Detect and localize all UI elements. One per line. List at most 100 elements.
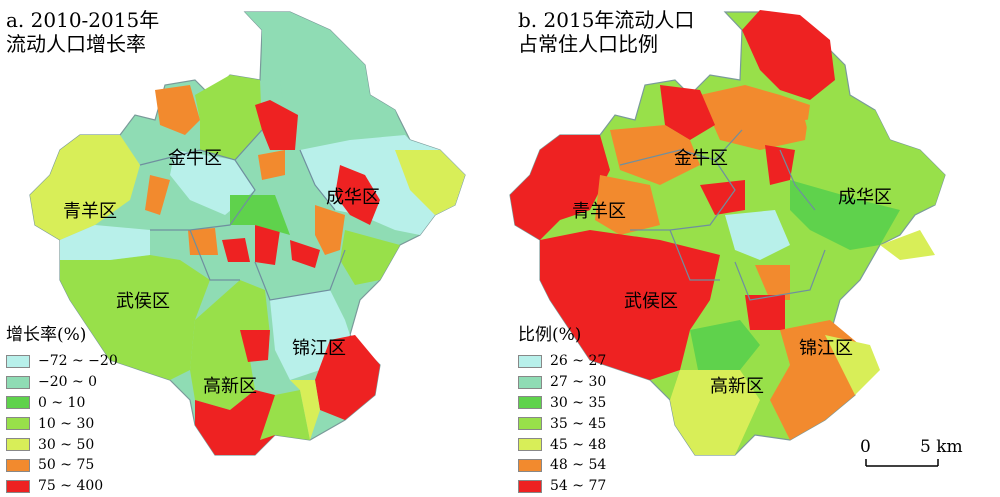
map-a-region-orange-east [315,205,345,255]
map-a-region-gaoxin-south-green [260,390,310,440]
map-a-legend-rows: −72 ~ −20 −20 ~ 0 0 ~ 10 10 ~ 30 30 ~ 50 50 ~… [6,351,118,497]
map-b-legend-item: 30 ~ 35 [518,393,606,414]
map-a-legend-label: 50 ~ 75 [38,457,95,474]
map-b-region-jinniu-red2 [765,145,795,185]
map-a [29,11,466,456]
map-a-legend-swatch [6,438,30,452]
map-a-region-center-red3 [290,240,320,268]
map-a-legend-swatch [6,354,30,368]
map-b-legend-item: 45 ~ 48 [518,434,606,455]
map-a-title-line1: a. 2010-2015年 [6,8,160,32]
map-a-legend-label: 0 ~ 10 [38,394,86,411]
map-b-region-center-orange [755,265,790,300]
map-b-legend-label: 45 ~ 48 [550,436,607,453]
map-a-region-jinniu-orange2 [258,150,285,180]
map-a-legend-label: 30 ~ 50 [38,436,95,453]
map-a-legend-item: −72 ~ −20 [6,351,118,372]
map-a-legend-swatch [6,458,30,472]
map-b-region-east-light [790,180,900,250]
map-a-region-qingyang-yellow [30,135,140,240]
map-b-region-north-red [742,10,835,100]
map-b-label-gaoxin: 高新区 [710,376,764,397]
map-a-legend-title: 增长率(%) [6,325,87,345]
map-b-district-boundaries [619,129,826,301]
map-a-title: a. 2010-2015年 流动人口增长率 [6,8,159,56]
map-b-region-wuhou-red [540,230,720,380]
map-a-region-east-yellow [395,150,465,215]
map-b-legend-swatch [518,375,542,389]
map-b-title-line2: 占常住人口比例 [518,32,658,56]
map-a-legend-label: 75 ~ 400 [38,478,104,495]
map-a-label-jinniu: 金牛区 [168,148,222,169]
map-a-region-gaoxin [190,280,270,410]
map-a-label-wuhou: 武侯区 [116,291,170,312]
map-b-region-gaoxin-green [690,320,760,380]
map-a-region-jinniu-green [195,75,262,160]
map-a-region-center-red2 [255,225,280,265]
map-b-legend-item: 54 ~ 77 [518,476,606,497]
map-a-label-gaoxin: 高新区 [203,376,257,397]
map-a-legend-swatch [6,375,30,389]
map-a-legend-item: 50 ~ 75 [6,455,118,476]
map-a-region-jinniu-orange [155,85,200,135]
map-b-region-north-orange [700,85,810,150]
map-b-region-jinniu-orange [610,125,700,185]
map-a-title-line2: 流动人口增长率 [6,32,146,56]
map-a-region-center-red1 [222,238,250,262]
map-b-region-qingyang-orange [595,175,660,235]
map-a-label-qingyang: 青羊区 [63,201,117,222]
map-b-title: b. 2015年流动人口 占常住人口比例 [518,8,694,56]
map-b-legend-item: 27 ~ 30 [518,372,606,393]
map-b-legend-item: 48 ~ 54 [518,455,606,476]
map-a-legend-label: −20 ~ 0 [38,374,98,391]
map-a-region-qingyang-orange [145,175,170,215]
scale-bar-end-label: 5 km [920,437,963,457]
map-a-legend-item: −20 ~ 0 [6,372,118,393]
map-a-legend-label: 10 ~ 30 [38,415,95,432]
map-a-legend-item: 30 ~ 50 [6,434,118,455]
map-b-region-qingyang-red [510,135,610,240]
map-b-legend-swatch [518,458,542,472]
map-a-legend-item: 0 ~ 10 [6,393,118,414]
map-a-region-jinjiang-yellow [290,380,320,440]
map-a-label-jinjiang: 锦江区 [292,338,346,359]
scale-bar-start-label: 0 [860,437,871,457]
map-a-legend-item: 75 ~ 400 [6,476,118,497]
map-a-legend-label: −72 ~ −20 [38,353,118,370]
map-b-legend-swatch [518,417,542,431]
scale-bar [865,459,939,467]
map-b-legend-swatch [518,438,542,452]
map-a-legend-item: 10 ~ 30 [6,413,118,434]
map-b-region-jinjiang-yellow [825,335,880,395]
map-a-legend-swatch [6,417,30,431]
map-b-legend-label: 30 ~ 35 [550,394,607,411]
map-b [509,10,946,456]
map-b-legend-label: 35 ~ 45 [550,415,607,432]
map-a-region-chenghua-red [335,165,380,225]
map-a-region-wuhou-main [60,255,210,380]
map-b-legend-item: 35 ~ 45 [518,413,606,434]
map-b-legend-label: 26 ~ 27 [550,353,607,370]
map-a-region-center-orange [188,228,218,255]
map-b-region-nw-red [660,85,715,140]
map-b-legend-title: 比例(%) [518,325,582,345]
map-b-title-line1: b. 2015年流动人口 [518,8,695,32]
map-b-legend-label: 48 ~ 54 [550,457,607,474]
map-b-legend-item: 26 ~ 27 [518,351,606,372]
map-b-label-qingyang: 青羊区 [572,201,626,222]
map-b-legend-swatch [518,354,542,368]
map-a-region-jinniu-red [255,100,298,150]
map-a-region-green-east [340,230,400,285]
map-a-region-jinjiang-red [315,335,380,420]
map-a-legend: 增长率(%) −72 ~ −20 −20 ~ 0 0 ~ 10 10 ~ 30 30 ~… [6,320,118,497]
map-b-region-east-green [805,110,945,210]
map-b-region-center-red3 [745,295,785,330]
map-b-label-chenghua: 成华区 [838,187,892,208]
map-b-legend-label: 27 ~ 30 [550,374,607,391]
map-a-region-gaoxin-south-red [195,390,275,455]
map-b-region-center-light [725,210,790,260]
map-a-label-chenghua: 成华区 [326,187,380,208]
map-b-legend: 比例(%) 26 ~ 27 27 ~ 30 30 ~ 35 35 ~ 45 45 ~ 4… [518,320,606,497]
